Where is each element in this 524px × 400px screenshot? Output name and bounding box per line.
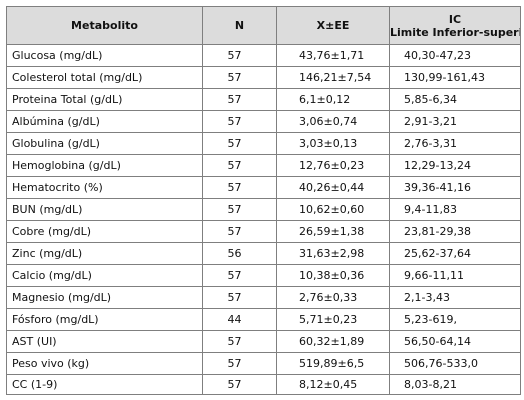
cell-ic: 40,30-47,23: [389, 44, 521, 67]
table-row: Glucosa (mg/dL) 57 43,76±1,71 40,30-47,23: [6, 44, 521, 67]
cell-metabolito: Glucosa (mg/dL): [6, 44, 203, 67]
cell-ic: 9,4-11,83: [389, 198, 521, 221]
cell-ic: 2,91-3,21: [389, 110, 521, 133]
cell-metabolito: Hematocrito (%): [6, 176, 203, 199]
table-row: BUN (mg/dL) 57 10,62±0,60 9,4-11,83: [6, 198, 521, 221]
header-mean: X±EE: [276, 6, 390, 45]
cell-ic: 23,81-29,38: [389, 220, 521, 243]
cell-n: 57: [202, 330, 277, 353]
cell-ic: 8,03-8,21: [389, 374, 521, 395]
header-n: N: [202, 6, 277, 45]
cell-metabolito: Globulina (g/dL): [6, 132, 203, 155]
cell-n: 57: [202, 374, 277, 395]
cell-n: 57: [202, 154, 277, 177]
cell-metabolito: AST (UI): [6, 330, 203, 353]
header-ic: IC Limite Inferior-superior: [389, 6, 521, 45]
cell-n: 57: [202, 44, 277, 67]
cell-mean: 519,89±6,5: [276, 352, 390, 375]
header-row: Metabolito N X±EE IC Limite Inferior-sup…: [6, 6, 521, 45]
cell-mean: 3,06±0,74: [276, 110, 390, 133]
table-row: Globulina (g/dL) 57 3,03±0,13 2,76-3,31: [6, 132, 521, 155]
cell-mean: 31,63±2,98: [276, 242, 390, 265]
table-row: Magnesio (mg/dL) 57 2,76±0,33 2,1-3,43: [6, 286, 521, 309]
table-row: Peso vivo (kg) 57 519,89±6,5 506,76-533,0: [6, 352, 521, 375]
cell-mean: 10,38±0,36: [276, 264, 390, 287]
cell-metabolito: Fósforo (mg/dL): [6, 308, 203, 331]
table-row: CC (1-9) 57 8,12±0,45 8,03-8,21: [6, 374, 521, 395]
cell-ic: 2,76-3,31: [389, 132, 521, 155]
cell-n: 57: [202, 198, 277, 221]
cell-mean: 5,71±0,23: [276, 308, 390, 331]
cell-ic: 56,50-64,14: [389, 330, 521, 353]
metabolite-table: Metabolito N X±EE IC Limite Inferior-sup…: [6, 6, 521, 395]
cell-mean: 40,26±0,44: [276, 176, 390, 199]
cell-metabolito: Cobre (mg/dL): [6, 220, 203, 243]
cell-mean: 10,62±0,60: [276, 198, 390, 221]
table-row: Albúmina (g/dL) 57 3,06±0,74 2,91-3,21: [6, 110, 521, 133]
table-row: Zinc (mg/dL) 56 31,63±2,98 25,62-37,64: [6, 242, 521, 265]
table-row: Hematocrito (%) 57 40,26±0,44 39,36-41,16: [6, 176, 521, 199]
cell-n: 57: [202, 110, 277, 133]
cell-metabolito: Peso vivo (kg): [6, 352, 203, 375]
cell-metabolito: Calcio (mg/dL): [6, 264, 203, 287]
cell-metabolito: Magnesio (mg/dL): [6, 286, 203, 309]
cell-mean: 3,03±0,13: [276, 132, 390, 155]
cell-mean: 60,32±1,89: [276, 330, 390, 353]
table-row: AST (UI) 57 60,32±1,89 56,50-64,14: [6, 330, 521, 353]
table-body: Glucosa (mg/dL) 57 43,76±1,71 40,30-47,23 Co…: [6, 44, 521, 395]
cell-ic: 25,62-37,64: [389, 242, 521, 265]
cell-n: 57: [202, 132, 277, 155]
cell-ic: 5,85-6,34: [389, 88, 521, 111]
cell-metabolito: Zinc (mg/dL): [6, 242, 203, 265]
cell-ic: 12,29-13,24: [389, 154, 521, 177]
table-row: Calcio (mg/dL) 57 10,38±0,36 9,66-11,11: [6, 264, 521, 287]
cell-metabolito: Colesterol total (mg/dL): [6, 66, 203, 89]
table-header: Metabolito N X±EE IC Limite Inferior-sup…: [6, 6, 521, 45]
table-row: Proteina Total (g/dL) 57 6,1±0,12 5,85-6,34: [6, 88, 521, 111]
cell-mean: 26,59±1,38: [276, 220, 390, 243]
cell-n: 57: [202, 264, 277, 287]
table-row: Fósforo (mg/dL) 44 5,71±0,23 5,23-619,: [6, 308, 521, 331]
table-row: Cobre (mg/dL) 57 26,59±1,38 23,81-29,38: [6, 220, 521, 243]
cell-mean: 12,76±0,23: [276, 154, 390, 177]
cell-mean: 43,76±1,71: [276, 44, 390, 67]
cell-n: 56: [202, 242, 277, 265]
cell-n: 44: [202, 308, 277, 331]
header-ic-title: IC: [448, 12, 462, 26]
cell-mean: 2,76±0,33: [276, 286, 390, 309]
header-ic-subtitle: Limite Inferior-superior: [390, 25, 520, 39]
cell-ic: 506,76-533,0: [389, 352, 521, 375]
header-metabolito: Metabolito: [6, 6, 203, 45]
cell-mean: 8,12±0,45: [276, 374, 390, 395]
cell-metabolito: Hemoglobina (g/dL): [6, 154, 203, 177]
cell-mean: 6,1±0,12: [276, 88, 390, 111]
cell-n: 57: [202, 176, 277, 199]
cell-n: 57: [202, 66, 277, 89]
cell-ic: 2,1-3,43: [389, 286, 521, 309]
cell-n: 57: [202, 88, 277, 111]
cell-metabolito: Proteina Total (g/dL): [6, 88, 203, 111]
cell-n: 57: [202, 286, 277, 309]
cell-n: 57: [202, 220, 277, 243]
cell-metabolito: BUN (mg/dL): [6, 198, 203, 221]
table-row: Colesterol total (mg/dL) 57 146,21±7,54 130…: [6, 66, 521, 89]
cell-metabolito: CC (1-9): [6, 374, 203, 395]
table-row: Hemoglobina (g/dL) 57 12,76±0,23 12,29-13,2…: [6, 154, 521, 177]
cell-ic: 5,23-619,: [389, 308, 521, 331]
cell-mean: 146,21±7,54: [276, 66, 390, 89]
cell-metabolito: Albúmina (g/dL): [6, 110, 203, 133]
cell-ic: 9,66-11,11: [389, 264, 521, 287]
cell-ic: 39,36-41,16: [389, 176, 521, 199]
cell-n: 57: [202, 352, 277, 375]
cell-ic: 130,99-161,43: [389, 66, 521, 89]
metabolite-table-container: Metabolito N X±EE IC Limite Inferior-sup…: [6, 6, 521, 395]
